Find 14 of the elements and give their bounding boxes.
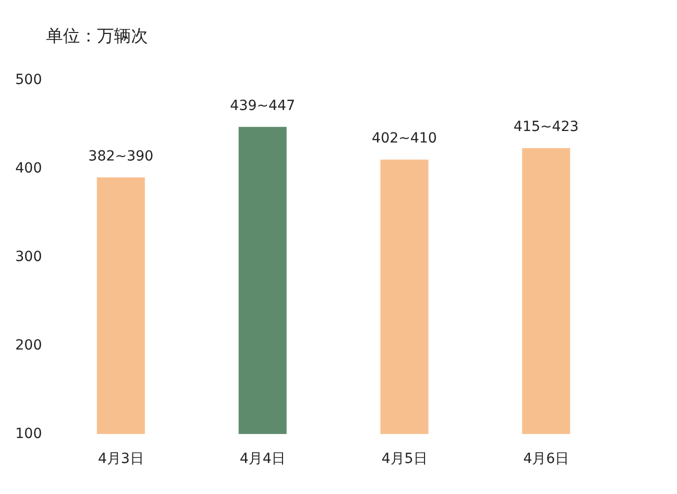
- data-label: 402~410: [372, 130, 437, 147]
- x-tick-label: 4月4日: [240, 451, 286, 467]
- y-tick-label: 300: [15, 249, 42, 265]
- x-tick-label: 4月3日: [98, 451, 144, 467]
- y-tick-label: 100: [15, 426, 42, 442]
- y-tick-label: 500: [15, 72, 42, 88]
- x-tick-label: 4月6日: [523, 451, 570, 467]
- data-label: 439~447: [230, 98, 296, 114]
- y-axis-title: 单位：万辆次: [46, 26, 148, 46]
- x-tick-label: 4月5日: [381, 451, 428, 467]
- data-label: 415~423: [514, 119, 579, 136]
- y-tick-label: 400: [15, 160, 42, 176]
- data-label: 382~390: [88, 148, 154, 164]
- y-tick-label: 200: [15, 338, 42, 354]
